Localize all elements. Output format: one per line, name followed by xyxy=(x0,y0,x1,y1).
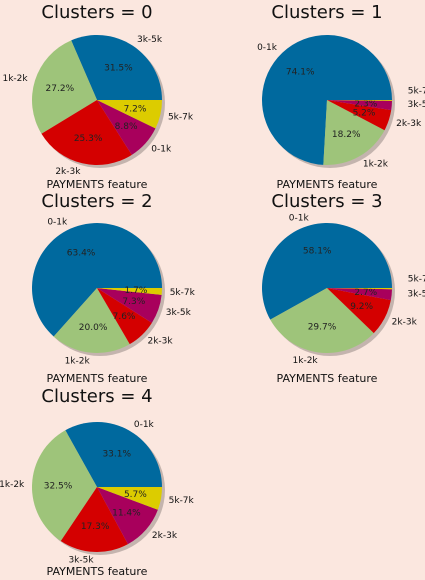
slice-percent-label: 11.4% xyxy=(112,509,141,519)
slice-label: 5k-7k xyxy=(169,496,195,506)
pie-slice-3k-5k xyxy=(71,35,162,100)
slice-percent-label: 2.3% xyxy=(354,99,377,109)
slice-label: 0-1k xyxy=(134,420,155,430)
pie-slice-0-1k xyxy=(262,34,392,165)
x-axis-label: PAYMENTS feature xyxy=(47,565,148,578)
slice-label: 2k-3k xyxy=(392,317,418,327)
pie-slice-5k-7k xyxy=(97,487,162,510)
slice-percent-label: 5.2% xyxy=(353,108,376,118)
slice-percent-label: 25.3% xyxy=(74,134,103,144)
slice-label: 5k-7k xyxy=(168,112,194,122)
pie-slice-1k-2k xyxy=(270,288,374,353)
slice-percent-label: 7.2% xyxy=(124,105,147,115)
slice-label: 2k-3k xyxy=(147,336,173,346)
slice-percent-label: 29.7% xyxy=(308,323,337,333)
slice-percent-label: 2.7% xyxy=(354,288,377,298)
slice-percent-label: 63.4% xyxy=(67,248,96,258)
chart-title: Clusters = 2 xyxy=(41,191,152,212)
pie-slice-3k-5k xyxy=(327,100,392,111)
slice-percent-label: 27.2% xyxy=(46,84,75,94)
slice-label: 3k-5k xyxy=(408,100,425,110)
slice-percent-label: 33.1% xyxy=(102,449,131,459)
slice-percent-label: 7.6% xyxy=(113,312,136,322)
slice-percent-label: 9.2% xyxy=(350,302,373,312)
slice-percent-label: 31.5% xyxy=(104,63,133,73)
slice-percent-label: 7.3% xyxy=(122,297,145,307)
slice-percent-label: 20.0% xyxy=(79,323,108,333)
pie-slice-1k-2k xyxy=(323,100,385,165)
slice-label: 3k-5k xyxy=(166,308,192,318)
slice-percent-label: 17.3% xyxy=(81,522,110,532)
slice-label: 1k-2k xyxy=(363,159,389,169)
slice-label: 0-1k xyxy=(47,218,68,228)
pie-slice-5k-7k xyxy=(97,100,162,129)
pie-slice-0-1k xyxy=(65,421,162,487)
slice-label: 1k-2k xyxy=(65,356,91,366)
x-axis-label: PAYMENTS feature xyxy=(277,372,378,385)
x-axis-label: PAYMENTS feature xyxy=(277,178,378,191)
pie-slice-2k-3k xyxy=(41,100,132,165)
chart-title: Clusters = 0 xyxy=(41,2,152,23)
slice-percent-label: 58.1% xyxy=(303,246,332,256)
slice-label: 1k-2k xyxy=(2,74,28,84)
pie-slice-2k-3k xyxy=(97,288,152,345)
slice-label: 1k-2k xyxy=(293,356,319,366)
slice-label: 2k-3k xyxy=(55,167,81,177)
pie-slice-1k-2k xyxy=(31,40,97,134)
pie-slice-2k-3k xyxy=(97,487,158,545)
pie-slice-0-1k xyxy=(31,223,162,337)
slice-label: 3k-5k xyxy=(68,556,94,566)
slice-label: 2k-3k xyxy=(396,119,422,129)
pie-slice-5k-7k xyxy=(97,288,162,295)
slice-label: 1k-2k xyxy=(0,480,25,490)
slice-label: 5k-7k xyxy=(408,86,425,96)
slice-label: 2k-3k xyxy=(152,531,178,541)
slice-label: 5k-7k xyxy=(408,275,425,285)
slice-percent-label: 32.5% xyxy=(44,481,73,491)
pie-slice-2k-3k xyxy=(327,100,392,131)
slice-percent-label: 18.2% xyxy=(332,130,361,140)
pie-slice-3k-5k xyxy=(60,487,128,552)
slice-label: 3k-5k xyxy=(137,35,163,45)
slice-label: 0-1k xyxy=(151,144,172,154)
chart-title: Clusters = 1 xyxy=(271,2,382,23)
x-axis-label: PAYMENTS feature xyxy=(47,178,148,191)
pie-slice-2k-3k xyxy=(327,288,391,334)
pie-slice-1k-2k xyxy=(31,430,98,541)
slice-label: 0-1k xyxy=(289,214,310,224)
pie-slice-0-1k xyxy=(262,223,392,320)
slice-label: 5k-7k xyxy=(170,288,196,298)
slice-label: 0-1k xyxy=(257,43,278,53)
slice-percent-label: 1.7% xyxy=(125,286,148,296)
slice-percent-label: 8.8% xyxy=(115,122,138,132)
slice-percent-label: 74.1% xyxy=(286,68,315,78)
slice-percent-label: 5.7% xyxy=(124,490,147,500)
pie-slice-0-1k xyxy=(97,100,156,155)
pie-slice-5k-7k xyxy=(327,100,392,101)
pie-slice-5k-7k xyxy=(327,288,392,290)
x-axis-label: PAYMENTS feature xyxy=(47,372,148,385)
slice-label: 3k-5k xyxy=(407,290,425,300)
chart-title: Clusters = 4 xyxy=(41,386,152,407)
pie-slice-3k-5k xyxy=(97,288,162,323)
pie-slice-3k-5k xyxy=(327,288,392,301)
chart-title: Clusters = 3 xyxy=(271,191,382,212)
pie-slice-1k-2k xyxy=(53,288,130,353)
